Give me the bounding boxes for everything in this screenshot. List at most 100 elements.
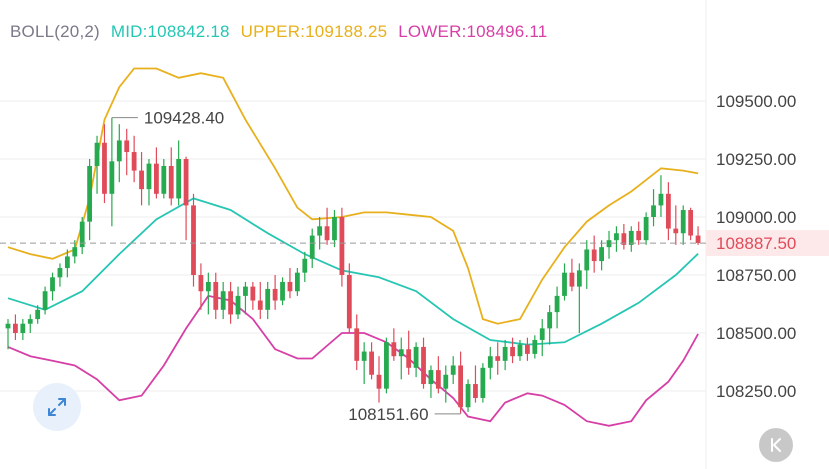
candle-body: [502, 346, 508, 361]
candle-body: [539, 328, 545, 340]
candle: [13, 314, 18, 340]
candle: [673, 205, 679, 245]
candle-body: [272, 288, 278, 301]
candle-body: [57, 268, 63, 278]
low-marker: 108151.60: [348, 405, 461, 424]
candle-body: [64, 256, 70, 269]
candle-body: [131, 152, 137, 171]
expand-arrows-icon: [48, 398, 66, 416]
candle: [658, 175, 664, 217]
candle-body: [591, 249, 597, 262]
candle: [562, 263, 567, 301]
candle: [302, 251, 308, 282]
candle: [576, 263, 582, 333]
high-marker: 109428.40: [111, 109, 224, 128]
candle: [57, 263, 63, 287]
lower-legend-label: LOWER:: [398, 22, 467, 41]
candle-body: [176, 159, 182, 199]
candle-body: [651, 205, 656, 217]
candle-body: [280, 281, 285, 301]
candle: [332, 210, 337, 248]
candle: [384, 337, 389, 394]
candle-body: [643, 217, 649, 241]
candle-body: [13, 323, 18, 333]
lower-band-line: [7, 294, 699, 427]
candle: [584, 240, 590, 289]
candle: [109, 117, 115, 227]
candle: [665, 182, 671, 241]
candle: [525, 337, 530, 361]
candle-body: [599, 247, 604, 262]
candle-body: [554, 295, 560, 313]
mid-band-line: [7, 197, 699, 346]
candle: [532, 335, 538, 359]
candle-body: [384, 342, 389, 389]
candle-body: [35, 309, 41, 320]
candle: [695, 226, 701, 245]
candle: [421, 337, 426, 389]
candle: [265, 281, 271, 320]
candle-body: [94, 142, 100, 166]
candle: [398, 337, 404, 380]
upper-legend-label: UPPER:: [240, 22, 306, 41]
y-tick-label: 108250.00: [716, 382, 796, 401]
candle: [42, 286, 48, 315]
candle: [79, 217, 85, 255]
candle: [309, 228, 315, 269]
candle-body: [346, 275, 352, 329]
candle: [250, 281, 256, 310]
candle: [680, 205, 686, 245]
candle-body: [72, 247, 78, 257]
candle: [280, 277, 285, 306]
candle-body: [287, 281, 293, 292]
candle: [154, 147, 159, 199]
candle-body: [109, 161, 115, 194]
candle: [94, 135, 100, 194]
candle-body: [487, 356, 493, 368]
candle: [651, 189, 656, 227]
candle-body: [532, 339, 538, 354]
candle-body: [680, 210, 686, 234]
expand-button[interactable]: [33, 383, 81, 431]
candle-body: [443, 374, 449, 389]
candle: [376, 356, 382, 403]
y-tick-label: 109500.00: [716, 92, 796, 111]
low-price-label: 108151.60: [348, 405, 428, 424]
scroll-to-latest-button[interactable]: [759, 428, 793, 462]
candle-body: [235, 295, 241, 315]
candle-body: [658, 193, 664, 206]
mid-legend: MID:108842.18: [111, 22, 230, 41]
candle-body: [435, 370, 441, 389]
candle: [591, 235, 597, 273]
candle-body: [161, 165, 167, 194]
candle: [191, 193, 196, 287]
candle-body: [688, 210, 694, 236]
candle-body: [220, 291, 226, 310]
candle: [502, 339, 508, 371]
candle-body: [495, 356, 501, 361]
candle: [361, 342, 367, 385]
candle: [50, 272, 55, 301]
candle: [161, 159, 167, 199]
candle-body: [547, 312, 553, 329]
candle: [198, 263, 204, 310]
candle: [428, 365, 434, 398]
candle-body: [20, 323, 26, 333]
candle: [27, 314, 33, 333]
y-tick-label: 109000.00: [716, 208, 796, 227]
candle-body: [369, 351, 374, 375]
candle-body: [213, 281, 219, 310]
candle: [205, 272, 211, 315]
candle-body: [257, 300, 263, 310]
candle-body: [198, 275, 204, 292]
lower-legend: LOWER:108496.11: [398, 22, 547, 41]
candle: [391, 328, 397, 361]
candle: [64, 249, 70, 278]
candle-body: [146, 163, 152, 190]
candle: [450, 356, 456, 385]
candle-body: [102, 142, 107, 194]
y-tick-label: 109250.00: [716, 150, 796, 169]
candle-body: [139, 170, 144, 190]
candle-body: [665, 193, 671, 229]
